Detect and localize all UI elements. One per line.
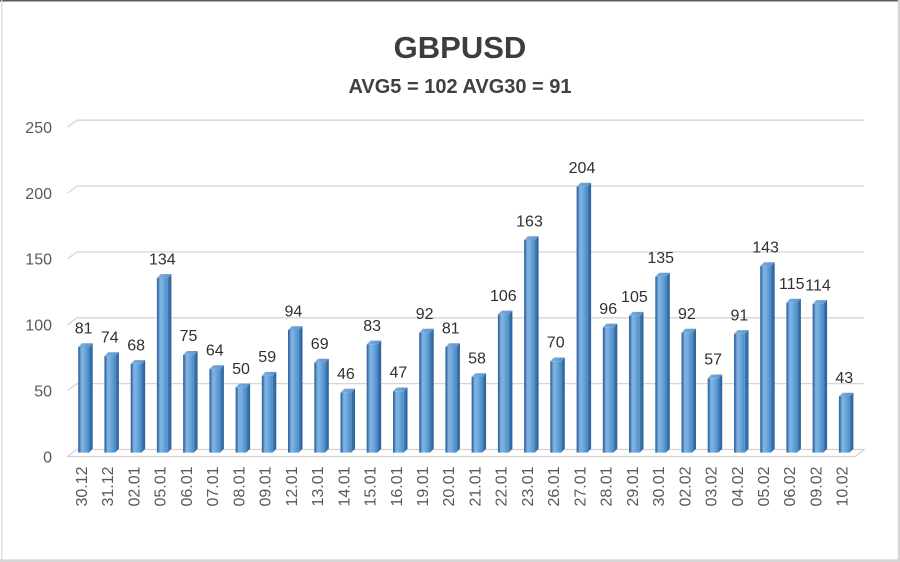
svg-text:135: 135 (647, 250, 674, 267)
svg-text:64: 64 (206, 343, 224, 360)
svg-text:50: 50 (34, 383, 52, 400)
svg-text:15.01: 15.01 (363, 466, 380, 506)
svg-text:30.01: 30.01 (651, 466, 668, 506)
svg-text:150: 150 (25, 252, 52, 269)
svg-text:26.01: 26.01 (546, 466, 563, 506)
svg-text:23.01: 23.01 (520, 466, 537, 506)
svg-text:92: 92 (678, 306, 696, 323)
svg-text:81: 81 (75, 320, 93, 337)
svg-text:74: 74 (101, 330, 119, 347)
svg-text:96: 96 (599, 301, 617, 318)
svg-text:100: 100 (25, 318, 52, 335)
svg-text:29.01: 29.01 (625, 466, 642, 506)
svg-text:12.01: 12.01 (284, 466, 301, 506)
svg-text:91: 91 (731, 307, 749, 324)
svg-text:28.01: 28.01 (599, 466, 616, 506)
svg-text:47: 47 (390, 365, 408, 382)
svg-text:106: 106 (490, 288, 517, 305)
svg-text:09.01: 09.01 (258, 466, 275, 506)
svg-text:115: 115 (779, 276, 805, 293)
svg-text:30.12: 30.12 (74, 466, 91, 506)
svg-text:05.01: 05.01 (153, 466, 170, 506)
svg-text:46: 46 (337, 366, 355, 383)
svg-text:22.01: 22.01 (494, 466, 511, 506)
svg-text:81: 81 (442, 320, 460, 337)
svg-text:AVG5 = 102 AVG30 = 91: AVG5 = 102 AVG30 = 91 (348, 76, 571, 98)
svg-text:68: 68 (127, 337, 145, 354)
svg-text:05.02: 05.02 (756, 466, 773, 506)
svg-text:0: 0 (43, 449, 52, 466)
svg-text:14.01: 14.01 (336, 466, 353, 506)
svg-text:07.01: 07.01 (205, 466, 222, 506)
svg-text:200: 200 (25, 186, 52, 203)
svg-text:58: 58 (468, 350, 486, 367)
svg-text:70: 70 (547, 335, 565, 352)
svg-text:06.01: 06.01 (179, 466, 196, 506)
svg-text:204: 204 (569, 160, 596, 177)
svg-text:GBPUSD: GBPUSD (394, 30, 527, 65)
svg-text:06.02: 06.02 (782, 466, 799, 506)
svg-text:69: 69 (311, 336, 329, 353)
svg-text:02.02: 02.02 (677, 466, 694, 506)
svg-text:27.01: 27.01 (572, 466, 589, 506)
svg-text:163: 163 (516, 213, 543, 230)
svg-text:13.01: 13.01 (310, 466, 327, 506)
svg-text:31.12: 31.12 (100, 466, 117, 506)
svg-text:57: 57 (704, 352, 722, 369)
svg-text:75: 75 (180, 328, 198, 345)
svg-text:83: 83 (363, 318, 381, 335)
svg-text:02.01: 02.01 (127, 466, 144, 506)
svg-text:04.02: 04.02 (730, 466, 747, 506)
svg-text:143: 143 (752, 240, 779, 257)
svg-text:09.02: 09.02 (808, 466, 825, 506)
svg-text:250: 250 (25, 120, 52, 137)
svg-text:03.02: 03.02 (704, 466, 721, 506)
svg-text:16.01: 16.01 (389, 466, 406, 506)
svg-text:21.01: 21.01 (467, 466, 484, 506)
svg-text:134: 134 (149, 251, 176, 268)
svg-text:50: 50 (232, 361, 250, 378)
svg-text:94: 94 (285, 303, 303, 320)
svg-text:10.02: 10.02 (835, 466, 852, 506)
svg-text:43: 43 (835, 370, 853, 387)
svg-text:105: 105 (621, 289, 648, 306)
svg-text:59: 59 (258, 349, 276, 366)
svg-text:20.01: 20.01 (441, 466, 458, 506)
svg-text:114: 114 (805, 277, 831, 294)
svg-text:92: 92 (416, 306, 434, 323)
svg-text:19.01: 19.01 (415, 466, 432, 506)
svg-text:08.01: 08.01 (231, 466, 248, 506)
